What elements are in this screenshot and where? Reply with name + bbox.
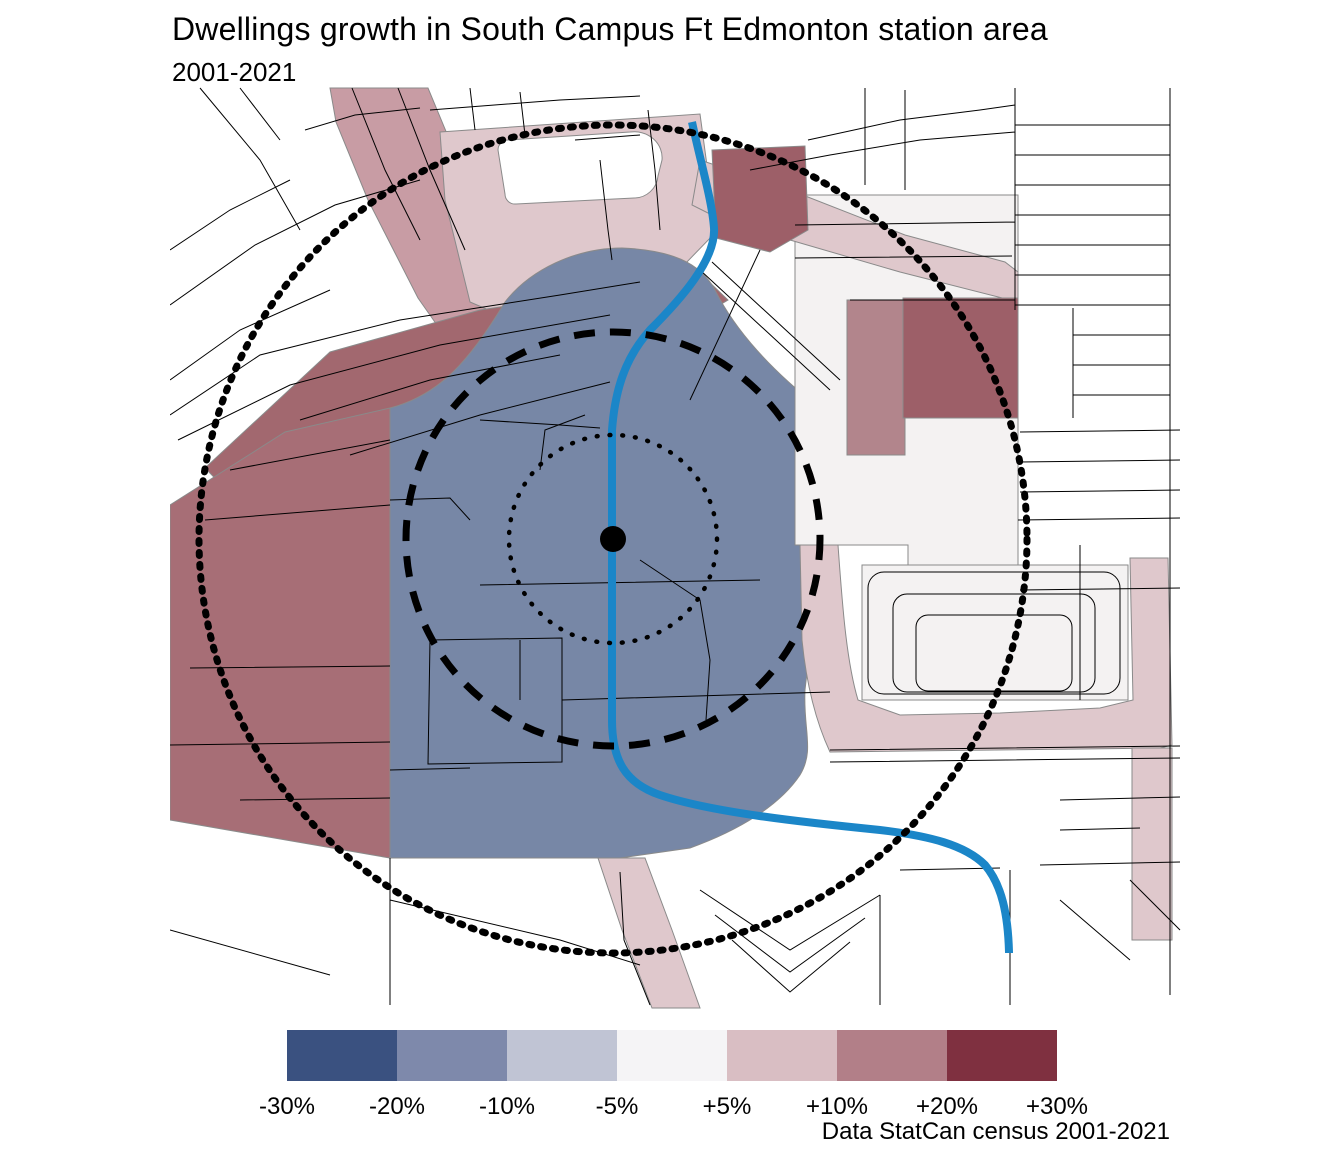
legend-swatch [397, 1030, 507, 1081]
legend: -30% -20% -10% -5% +5% +10% +20% +30% [259, 1030, 1088, 1120]
legend-swatch [287, 1030, 397, 1081]
legend-label: -30% [258, 1093, 316, 1120]
choropleth-zones [170, 87, 1173, 1009]
legend-swatch [837, 1030, 947, 1081]
lrt-line [608, 121, 1013, 953]
zone-pale-bottom-band [597, 857, 701, 1009]
page-subtitle: 2001-2021 [172, 57, 297, 87]
zone-nearwhite-u-interior [861, 564, 1129, 701]
legend-label: +10% [805, 1093, 869, 1120]
legend-label: +30% [1025, 1093, 1089, 1120]
inner-ring [506, 432, 720, 646]
zone-rose-rect-medium [846, 299, 906, 456]
outer-ring [195, 121, 1031, 957]
legend-swatches [287, 1030, 1057, 1081]
zone-pale-u-band [799, 544, 1173, 753]
zone-rose-rect-dark [902, 297, 1019, 419]
legend-label: -10% [478, 1093, 536, 1120]
legend-label: +5% [702, 1093, 752, 1120]
page-title: Dwellings growth in South Campus Ft Edmo… [172, 11, 1048, 47]
legend-swatch [727, 1030, 837, 1081]
legend-labels: -30% -20% -10% -5% +5% +10% +20% +30% [259, 1081, 1088, 1120]
legend-swatch [947, 1030, 1057, 1081]
zone-pale-right-vertical [1131, 747, 1173, 941]
station-marker [600, 526, 626, 552]
legend-swatch [617, 1030, 727, 1081]
walkshed-rings [195, 121, 1031, 957]
map-canvas [170, 87, 1181, 1009]
zone-white-blob [497, 131, 663, 205]
source-caption: Data StatCan census 2001-2021 [821, 1118, 1170, 1145]
legend-swatch [507, 1030, 617, 1081]
legend-label: -5% [595, 1093, 639, 1120]
middle-ring [402, 328, 824, 750]
legend-label: -20% [368, 1093, 426, 1120]
roads-network [170, 87, 1181, 1006]
legend-label: +20% [915, 1093, 979, 1120]
